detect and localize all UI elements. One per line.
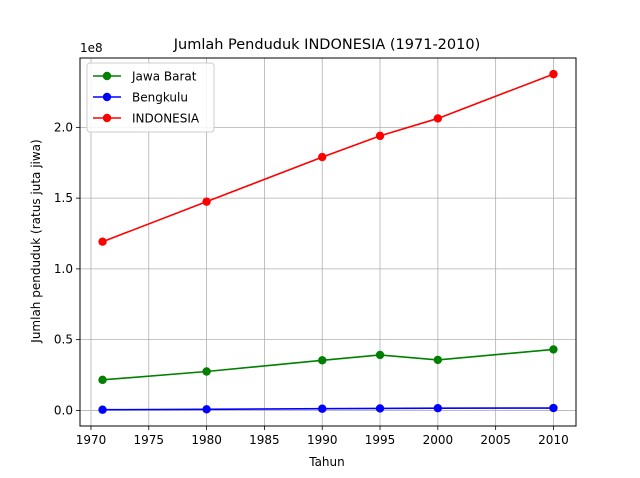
- series-2: [98, 69, 558, 246]
- x-axis-ticks: 1970 1975 1980 1985 1990 1995 2000 2005 2010: [76, 426, 569, 447]
- x-tick-label: 1995: [365, 433, 396, 447]
- x-tick-label: 2000: [423, 433, 454, 447]
- data-point: [98, 237, 107, 246]
- y-tick-label: 2.0: [54, 120, 73, 134]
- legend-item: INDONESIA: [93, 112, 200, 126]
- x-tick-label: 2005: [480, 433, 511, 447]
- y-tick-label: 0.5: [54, 333, 73, 347]
- legend-item: Bengkulu: [93, 91, 188, 105]
- x-tick-label: 1985: [249, 433, 280, 447]
- data-point: [375, 350, 385, 360]
- x-tick-label: 1975: [134, 433, 165, 447]
- plot-frame: [79, 57, 577, 427]
- data-point: [433, 403, 443, 413]
- series-line: [102, 73, 554, 243]
- y-axis-ticks: 0.0 0.5 1.0 1.5 2.0: [54, 120, 80, 417]
- data-point: [549, 403, 558, 413]
- x-tick-label: 1990: [307, 433, 338, 447]
- chart-title: Jumlah Penduduk INDONESIA (1971-2010): [173, 37, 481, 53]
- data-point: [202, 405, 211, 414]
- y-axis-label: Jumlah penduduk (ratus juta jiwa): [29, 139, 43, 343]
- data-point: [202, 197, 211, 206]
- data-point: [202, 367, 211, 376]
- data-point: [375, 131, 385, 141]
- series-layer: [98, 69, 558, 414]
- data-point: [375, 404, 385, 413]
- grid-lines: [80, 58, 576, 426]
- legend-label: Bengkulu: [132, 91, 188, 105]
- series-0: [98, 345, 558, 385]
- data-point: [318, 152, 327, 162]
- series-1: [98, 403, 558, 414]
- y-axis-offset-label: 1e8: [80, 41, 103, 55]
- y-tick-label: 1.0: [54, 262, 73, 276]
- data-point: [549, 69, 558, 79]
- data-point: [98, 405, 107, 414]
- legend-label: Jawa Barat: [131, 70, 197, 84]
- legend-marker: [102, 113, 112, 123]
- legend-item: Jawa Barat: [93, 70, 197, 84]
- legend-marker: [102, 71, 112, 81]
- data-point: [433, 355, 443, 365]
- legend-marker: [102, 92, 112, 102]
- x-tick-label: 2010: [538, 433, 569, 447]
- data-point: [433, 114, 443, 123]
- data-point: [318, 356, 327, 365]
- x-axis-label: Tahun: [308, 455, 345, 469]
- x-tick-label: 1970: [76, 433, 107, 447]
- data-point: [318, 404, 327, 413]
- x-tick-label: 1980: [191, 433, 222, 447]
- data-point: [98, 375, 107, 385]
- series-line: [102, 407, 554, 411]
- y-tick-label: 0.0: [54, 403, 73, 417]
- series-line: [102, 348, 554, 381]
- legend-box: [86, 62, 215, 133]
- legend: Jawa Barat Bengkulu INDONESIA: [86, 62, 215, 133]
- y-tick-label: 1.5: [54, 191, 73, 205]
- data-point: [549, 345, 558, 354]
- legend-label: INDONESIA: [132, 112, 200, 126]
